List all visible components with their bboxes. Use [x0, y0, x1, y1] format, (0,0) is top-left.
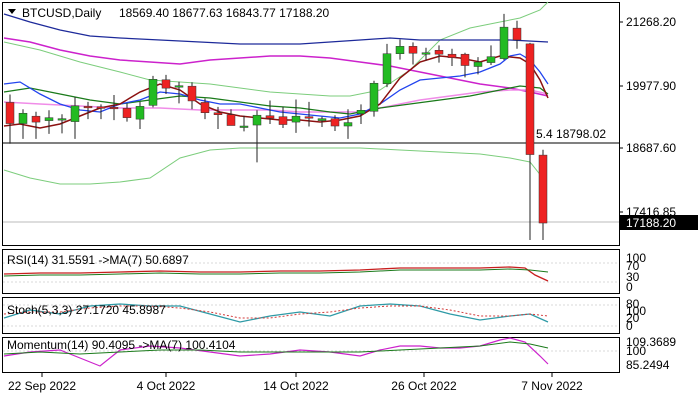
rsi-tick: 30	[626, 270, 640, 284]
rsi-title: RSI(14) 31.5591 ->MA(7) 50.6897	[7, 253, 189, 267]
candle-body	[499, 26, 509, 59]
stoch-signal-line	[3, 305, 549, 319]
candle-body	[122, 108, 132, 118]
price-tick: 19977.90	[626, 79, 676, 93]
candle-body	[473, 61, 483, 67]
candle-body	[187, 85, 197, 102]
rsi-tick: 100	[626, 251, 646, 265]
current-price-label: 17188.20	[626, 216, 676, 230]
candle-body	[408, 46, 418, 54]
price-axis: 21268.20 19977.90 18687.60 17416.85	[619, 15, 676, 219]
candle-body	[44, 117, 54, 121]
candle-body	[434, 50, 444, 55]
momentum-panel-frame	[2, 337, 620, 373]
stoch-tick: 100	[626, 304, 646, 318]
candle-body	[369, 82, 379, 112]
candle-body	[252, 114, 262, 126]
candle-body	[5, 102, 15, 124]
rsi-tick: 70	[626, 259, 640, 273]
stoch-tick: 20	[626, 311, 640, 325]
momentum-tick: 109.3689	[626, 335, 676, 349]
candle-body	[304, 116, 314, 119]
candle-body	[525, 43, 535, 155]
candle-body	[512, 27, 522, 41]
ma-navy-line	[3, 13, 549, 45]
rsi-tick: 0	[626, 280, 633, 294]
rsi-line	[3, 266, 549, 282]
current-price-badge	[620, 215, 698, 230]
time-tick: 4 Oct 2022	[137, 379, 196, 393]
candle-body	[239, 125, 249, 128]
rsi-ma-line	[3, 268, 549, 277]
candle-body	[382, 53, 392, 84]
time-tick: 26 Oct 2022	[391, 379, 457, 393]
stoch-tick: 80	[626, 297, 640, 311]
candle-body	[70, 105, 80, 122]
candle-body	[447, 53, 457, 58]
momentum-title: Momentum(14) 90.4095 ->MA(7) 100.4104	[7, 338, 236, 352]
ma-brown-line	[3, 55, 549, 129]
candle-body	[18, 112, 28, 124]
candle-body	[148, 79, 158, 106]
candle-body	[538, 154, 548, 224]
level-note: 5.4 18798.02	[536, 127, 606, 141]
ma-green-line	[3, 85, 549, 115]
candle-body	[174, 85, 184, 88]
candle-body	[226, 114, 236, 126]
time-tick: 14 Oct 2022	[263, 379, 329, 393]
candle-body	[161, 79, 171, 89]
candle-body	[200, 102, 210, 113]
candle-body	[31, 115, 41, 123]
candle-body	[395, 46, 405, 54]
price-tick: 18687.60	[626, 141, 676, 155]
candle-body	[213, 112, 223, 115]
candle-body	[135, 106, 145, 120]
candle-body	[343, 122, 353, 127]
stoch-tick: 0	[626, 319, 633, 333]
candle-body	[291, 115, 301, 123]
candle-body	[317, 118, 327, 121]
candle-body	[278, 116, 288, 125]
momentum-ma-line	[3, 341, 549, 355]
candle-body	[83, 106, 93, 109]
ma-blue-line	[3, 53, 549, 119]
time-tick: 22 Sep 2022	[8, 379, 76, 393]
candle-body	[330, 118, 340, 127]
candle-body	[460, 53, 470, 66]
candles-layer	[5, 13, 548, 240]
candle-body	[421, 52, 431, 55]
lower-band-line	[3, 147, 547, 185]
time-axis: 22 Sep 2022 4 Oct 2022 14 Oct 2022 26 Oc…	[8, 373, 583, 393]
time-tick: 7 Nov 2022	[521, 379, 583, 393]
candle-body	[57, 118, 67, 121]
ma-magenta-line	[3, 37, 549, 97]
momentum-tick: 100	[626, 344, 646, 358]
upper-band-line	[3, 1, 549, 97]
stoch-main-line	[3, 303, 549, 323]
momentum-tick: 85.2494	[626, 358, 670, 372]
candle-body	[265, 115, 275, 119]
symbol-label: BTCUSD,Daily	[22, 6, 101, 20]
ohlc-values: 18569.40 18677.63 16843.77 17188.20	[119, 6, 330, 20]
dropdown-triangle-icon[interactable]	[8, 9, 16, 14]
price-tick: 21268.20	[626, 15, 676, 29]
stoch-title: Stoch(5,3,3) 27.1720 45.8987	[7, 303, 166, 317]
candle-body	[96, 106, 106, 109]
candle-body	[356, 110, 366, 114]
candle-body	[486, 56, 496, 63]
candle-body	[109, 107, 119, 110]
